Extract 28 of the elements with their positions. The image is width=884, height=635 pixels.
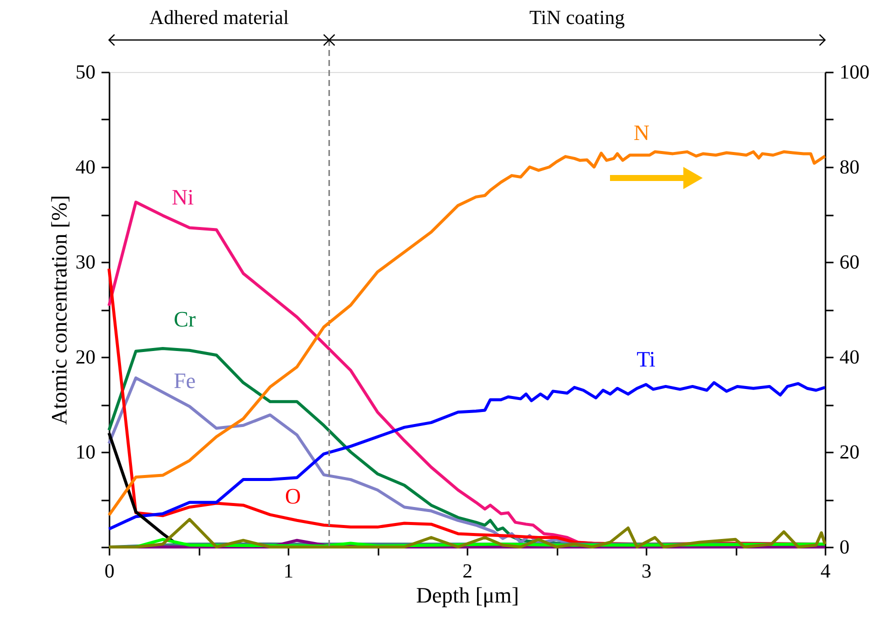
y-tick-label: 10 bbox=[76, 442, 96, 464]
y-tick-label: 20 bbox=[76, 346, 96, 368]
text: Adhered material bbox=[149, 7, 290, 29]
y2-tick-label: 100 bbox=[840, 62, 870, 84]
x-axis-title: Depth [μm] bbox=[416, 582, 519, 608]
y-tick-label: 30 bbox=[76, 252, 96, 274]
y2-tick-label: 80 bbox=[840, 156, 860, 178]
y2-tick-label: 40 bbox=[840, 346, 860, 368]
line-series bbox=[108, 150, 826, 517]
y-tick-label: 40 bbox=[76, 156, 96, 178]
series-label: Ti bbox=[636, 346, 656, 372]
x-tick-label: 2 bbox=[462, 560, 472, 582]
series-label: Fe bbox=[174, 368, 196, 394]
y2-tick-label: 20 bbox=[840, 442, 860, 464]
x-tick-label: 0 bbox=[104, 560, 114, 582]
x-tick-label: 4 bbox=[820, 560, 830, 582]
series-label: N bbox=[634, 120, 650, 146]
y2-tick-label: 60 bbox=[840, 252, 860, 274]
x-tick-label: 1 bbox=[284, 560, 294, 582]
series-label: Cr bbox=[174, 306, 196, 332]
text: TiN coating bbox=[529, 7, 625, 29]
x-tick-label: 3 bbox=[642, 560, 652, 582]
series-label: O bbox=[285, 483, 301, 508]
line-series bbox=[108, 518, 826, 548]
y2-tick-label: 0 bbox=[840, 536, 850, 558]
y-tick-label: 50 bbox=[76, 62, 96, 84]
series-label: Ni bbox=[172, 184, 194, 210]
y-axis-title: Atomic concentration [%] bbox=[46, 195, 72, 425]
